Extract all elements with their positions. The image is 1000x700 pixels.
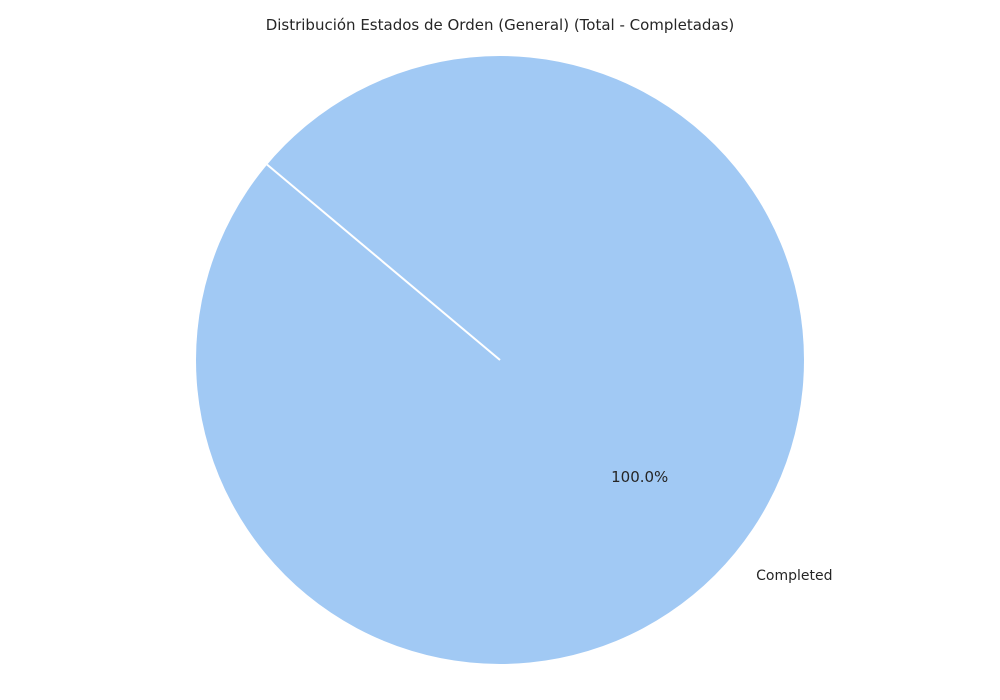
chart-title: Distribución Estados de Orden (General) …: [266, 16, 735, 34]
pie-slice-edge: [266, 163, 501, 361]
pie-labels: 100.0% Completed: [611, 468, 832, 584]
pie-slices: [196, 56, 804, 664]
pie-slice-label: Completed: [756, 568, 832, 584]
pie-percent-label: 100.0%: [611, 468, 668, 486]
